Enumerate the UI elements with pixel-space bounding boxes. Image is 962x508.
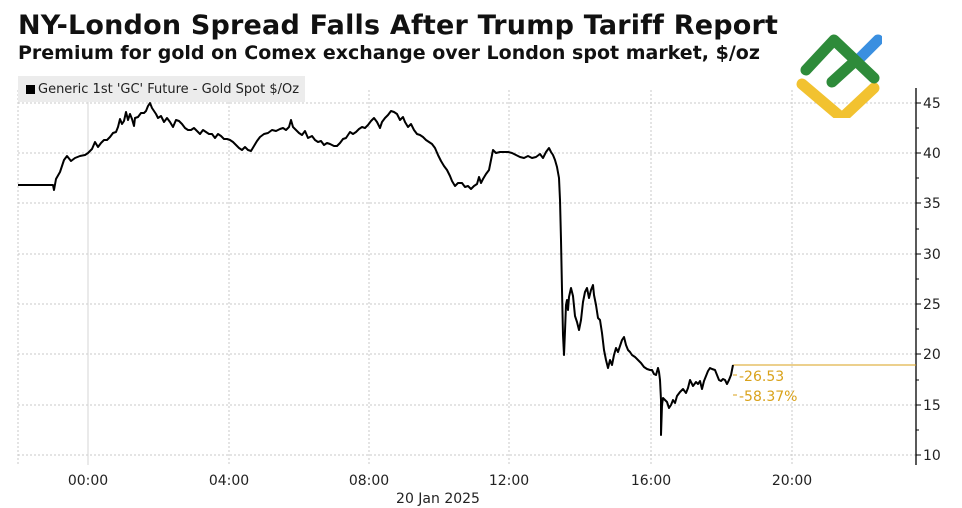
y-tick-label: 40 [923,146,941,162]
broker-logo-icon [796,34,882,118]
x-tick-label: 00:00 [68,473,108,489]
y-tick-label: 15 [923,398,941,414]
x-tick-label: 16:00 [631,473,671,489]
spread-series-line [18,102,734,436]
x-axis-labels: 00:00 04:00 08:00 12:00 16:00 20:00 20 J… [68,473,812,507]
y-tick-label: 20 [923,347,941,363]
x-tick-label: 20:00 [772,473,812,489]
x-axis-date-label: 20 Jan 2025 [396,491,480,507]
change-percent-label: -58.37% [739,389,797,405]
y-axis-labels: 45 40 35 30 25 20 15 10 [923,96,941,464]
y-tick-label: 35 [923,196,941,212]
x-tick-label: 04:00 [209,473,249,489]
y-gridlines [18,102,916,456]
chart-subtitle: Premium for gold on Comex exchange over … [18,42,760,64]
legend-label: Generic 1st 'GC' Future - Gold Spot $/Oz [38,81,300,97]
chart-legend: Generic 1st 'GC' Future - Gold Spot $/Oz [18,76,305,102]
legend-swatch-icon [26,84,35,94]
x-gridlines [17,90,793,465]
y-axis-ticks [916,102,921,456]
x-tick-label: 12:00 [489,473,529,489]
last-value-annotation: -26.53 -58.37% [733,369,797,405]
y-tick-label: 25 [923,297,941,313]
x-tick-label: 08:00 [349,473,389,489]
change-value-label: -26.53 [739,369,784,385]
y-tick-label: 10 [923,448,941,464]
chart-title: NY-London Spread Falls After Trump Tarif… [18,10,779,41]
y-tick-label: 30 [923,247,941,263]
y-tick-label: 45 [923,96,941,112]
